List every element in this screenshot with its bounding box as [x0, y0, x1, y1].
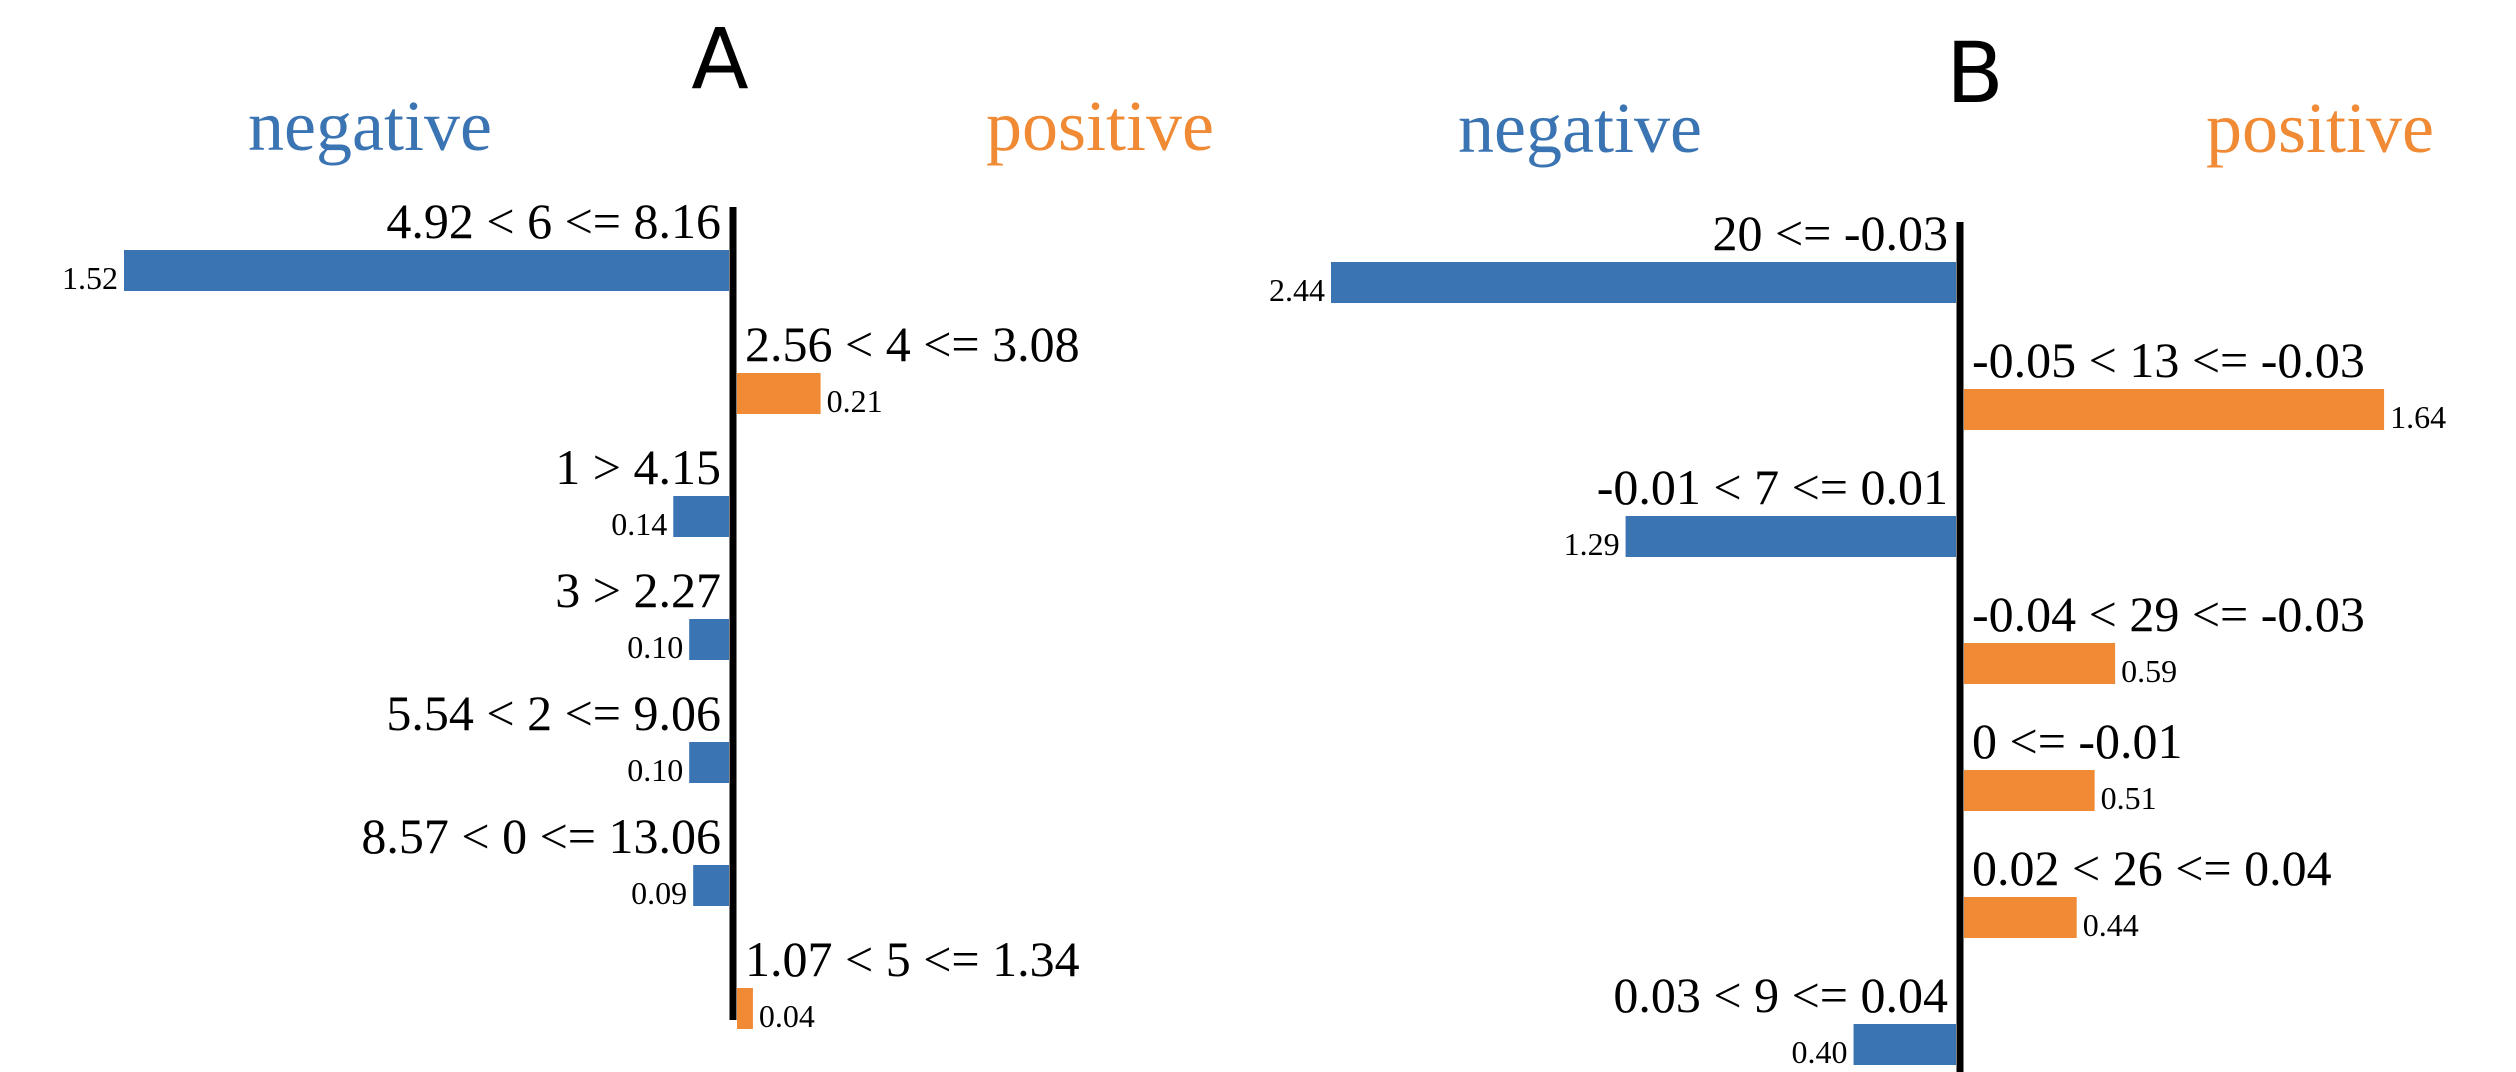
bar-b-7 — [1853, 1024, 1956, 1065]
condition-label-b-3: -0.01 < 7 <= 0.01 — [1597, 459, 1948, 515]
panel-letter-a: A — [691, 10, 748, 108]
value-label-b-5: 0.51 — [2101, 780, 2157, 816]
value-label-b-1: 2.44 — [1269, 272, 1325, 308]
condition-label-b-1: 20 <= -0.03 — [1712, 205, 1948, 261]
condition-label-b-5: 0 <= -0.01 — [1972, 713, 2183, 769]
condition-label-b-6: 0.02 < 26 <= 0.04 — [1972, 840, 2332, 896]
panel-a: A negative positive 4.92 < 6 <= 8.16 1.52… — [62, 10, 1214, 1034]
value-label-a-7: 0.04 — [759, 998, 815, 1034]
bar-a-6 — [693, 865, 729, 906]
bar-b-2 — [1964, 389, 2385, 430]
panel-b: B negative positive 20 <= -0.03 2.44 -0.05… — [1269, 24, 2446, 1072]
bar-b-5 — [1964, 770, 2095, 811]
value-label-a-3: 0.14 — [611, 506, 667, 542]
value-label-b-6: 0.44 — [2083, 907, 2139, 943]
negative-label-a: negative — [248, 86, 492, 166]
condition-label-a-1: 4.92 < 6 <= 8.16 — [386, 193, 721, 249]
condition-label-a-2: 2.56 < 4 <= 3.08 — [745, 316, 1080, 372]
bar-b-6 — [1964, 897, 2077, 938]
bar-b-3 — [1625, 516, 1956, 557]
bar-a-3 — [673, 496, 729, 537]
positive-label-b: positive — [2206, 88, 2434, 168]
bar-a-4 — [689, 619, 729, 660]
bar-a-7 — [737, 988, 753, 1029]
condition-label-a-4: 3 > 2.27 — [555, 562, 721, 618]
value-label-b-7: 0.40 — [1792, 1034, 1848, 1070]
condition-label-a-7: 1.07 < 5 <= 1.34 — [745, 931, 1080, 987]
condition-label-b-4: -0.04 < 29 <= -0.03 — [1972, 586, 2365, 642]
value-label-a-6: 0.09 — [631, 875, 687, 911]
positive-label-a: positive — [986, 86, 1214, 166]
value-label-a-1: 1.52 — [62, 260, 118, 296]
bar-a-5 — [689, 742, 729, 783]
bars-a: 4.92 < 6 <= 8.16 1.52 2.56 < 4 <= 3.08 0.21… — [62, 193, 1080, 1034]
negative-label-b: negative — [1458, 88, 1702, 168]
bar-a-1 — [124, 250, 729, 291]
condition-label-a-6: 8.57 < 0 <= 13.06 — [361, 808, 721, 864]
value-label-a-4: 0.10 — [627, 629, 683, 665]
value-label-b-2: 1.64 — [2390, 399, 2446, 435]
bar-b-4 — [1964, 643, 2116, 684]
bar-b-1 — [1331, 262, 1956, 303]
value-label-b-3: 1.29 — [1564, 526, 1620, 562]
value-label-b-4: 0.59 — [2121, 653, 2177, 689]
bar-a-2 — [737, 373, 821, 414]
condition-label-b-7: 0.03 < 9 <= 0.04 — [1613, 967, 1948, 1023]
value-label-a-5: 0.10 — [627, 752, 683, 788]
panel-letter-b: B — [1946, 24, 2004, 122]
condition-label-a-3: 1 > 4.15 — [555, 439, 721, 495]
bars-b: 20 <= -0.03 2.44 -0.05 < 13 <= -0.03 1.64 -0… — [1269, 205, 2446, 1070]
condition-label-a-5: 5.54 < 2 <= 9.06 — [386, 685, 721, 741]
value-label-a-2: 0.21 — [827, 383, 883, 419]
condition-label-b-2: -0.05 < 13 <= -0.03 — [1972, 332, 2365, 388]
